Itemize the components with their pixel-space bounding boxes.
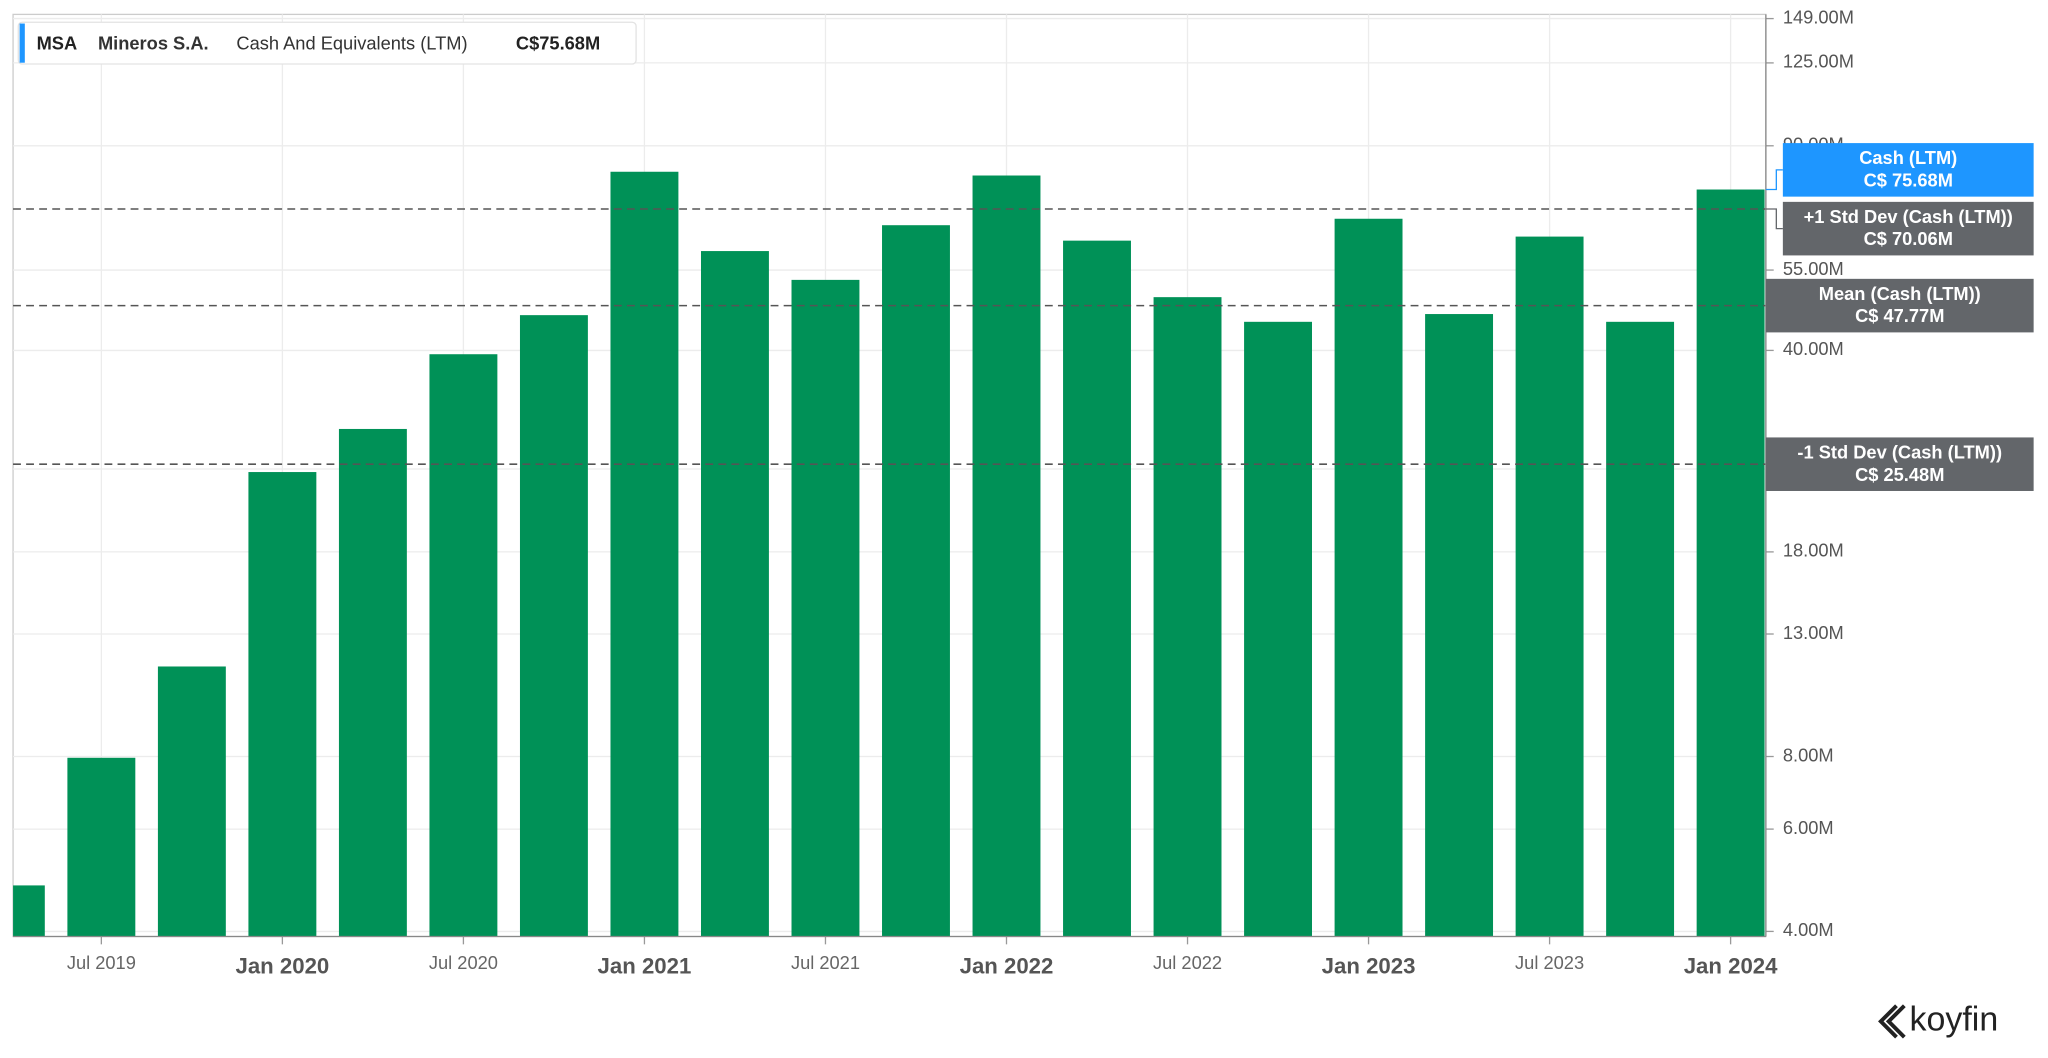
y-tick-label: 13.00M [1783, 622, 1844, 643]
y-tick-label: 55.00M [1783, 258, 1844, 279]
badge-value: C$ 70.06M [1864, 228, 1953, 249]
bar [1515, 236, 1584, 937]
badge [1782, 201, 2034, 256]
badge-name: Mean (Cash (LTM)) [1819, 283, 1981, 304]
x-tick-label: Jan 2023 [1322, 954, 1416, 979]
bar [1244, 321, 1312, 937]
x-tick-label: Jan 2021 [598, 954, 692, 979]
bar [700, 251, 769, 937]
x-tick-label: Jul 2022 [1153, 952, 1222, 973]
badge-connector [1765, 208, 1783, 230]
metric: Cash And Equivalents (LTM) [236, 32, 467, 53]
badge [1765, 278, 2034, 333]
badge [1765, 437, 2034, 491]
bar [1334, 218, 1403, 937]
legend-marker [19, 23, 25, 63]
brand-icon [1878, 1004, 1906, 1039]
x-tick-label: Jan 2020 [236, 954, 330, 979]
y-tick-label: 18.00M [1783, 540, 1844, 561]
bar [248, 472, 317, 937]
x-tick-label: Jan 2024 [1684, 954, 1778, 979]
bar [157, 666, 226, 937]
bar [519, 315, 588, 937]
bar [791, 279, 860, 937]
badges: Cash (LTM)C$ 75.68M +1 Std Dev (Cash (LTM… [1765, 143, 2034, 491]
badge-name: -1 Std Dev (Cash (LTM)) [1797, 442, 2002, 463]
bar [429, 354, 498, 937]
bar [1063, 240, 1131, 937]
y-tick-label: 8.00M [1783, 744, 1834, 765]
badge-value: C$ 75.68M [1864, 169, 1953, 190]
bar [1696, 189, 1765, 937]
badge-value: C$ 25.48M [1855, 464, 1944, 485]
y-tick-label: 40.00M [1783, 338, 1844, 359]
y-tick-label: 149.00M [1783, 6, 1854, 27]
legend-box [17, 21, 637, 65]
bar [13, 885, 45, 937]
bar [1425, 314, 1494, 937]
company: Mineros S.A. [98, 32, 209, 53]
x-tick-label: Jul 2021 [791, 952, 860, 973]
bar [1606, 321, 1675, 937]
bar [610, 171, 679, 937]
bars [13, 171, 1765, 937]
y-tick-label: 125.00M [1783, 51, 1854, 72]
x-tick-label: Jul 2019 [67, 952, 136, 973]
bar [338, 428, 407, 937]
bar [1153, 297, 1222, 937]
bar [882, 225, 950, 937]
legend: MSA Mineros S.A. Cash And Equivalents (L… [17, 21, 637, 65]
y-tick-label: 4.00M [1783, 919, 1834, 940]
y-tick-label: 6.00M [1783, 817, 1834, 838]
badge-connector [1765, 169, 1783, 191]
x-tick-label: Jan 2022 [960, 954, 1054, 979]
badge-value: C$ 47.77M [1855, 305, 1944, 326]
x-tick-label: Jul 2020 [429, 952, 498, 973]
badge [1782, 143, 2034, 197]
brand: koyfin [1878, 1000, 1999, 1039]
reference-lines [13, 208, 1766, 465]
badge-name: +1 Std Dev (Cash (LTM)) [1804, 206, 2013, 227]
bar [67, 757, 136, 937]
ticker: MSA [37, 32, 78, 53]
brand-name: koyfin [1910, 1000, 1999, 1038]
bar [972, 175, 1041, 937]
current-value: C$75.68M [516, 32, 600, 53]
x-tick-label: Jul 2023 [1515, 952, 1584, 973]
badge-name: Cash (LTM) [1859, 147, 1957, 168]
